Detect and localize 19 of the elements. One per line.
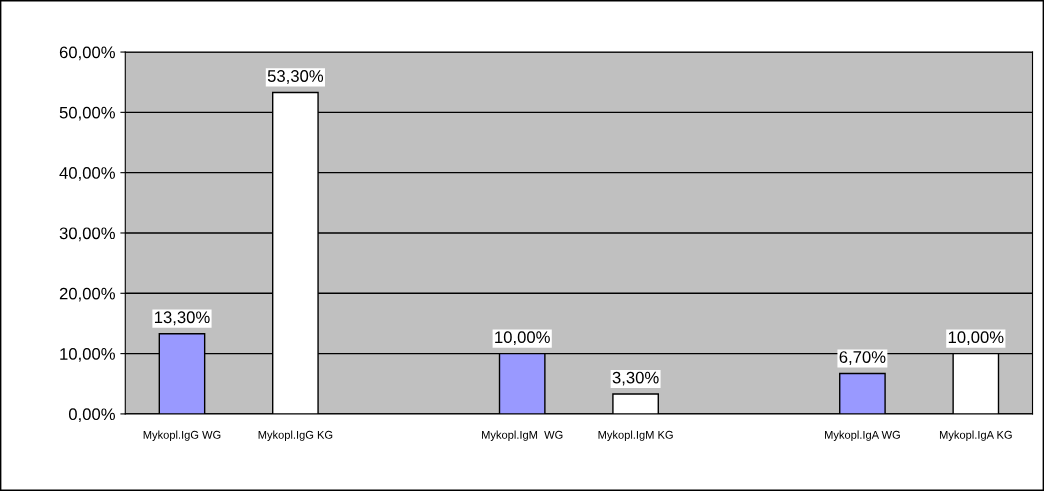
x-tick-label: Mykopl.IgA WG	[825, 430, 900, 441]
data-label: 13,30%	[154, 311, 210, 326]
data-label: 10,00%	[948, 331, 1004, 346]
data-label: 53,30%	[267, 70, 324, 84]
y-tick-label: 30,00%	[59, 227, 115, 242]
x-tick-label: Mykopl.IgA KG	[939, 430, 1012, 441]
x-tick-label: Mykopl.IgM WG	[482, 430, 563, 441]
y-tick-label: 10,00%	[60, 348, 115, 362]
y-tick-label: 40,00%	[59, 167, 115, 181]
y-tick-label: 50,00%	[59, 106, 115, 121]
y-tick-label: 60,00%	[59, 46, 115, 61]
x-tick-label: Mykopl.IgG WG	[143, 430, 221, 441]
y-tick-label: 20,00%	[59, 287, 115, 302]
data-label: 6,70%	[839, 351, 886, 365]
x-tick-label: Mykopl.IgM KG	[598, 430, 673, 441]
x-tick-label: Mykopl.IgG KG	[258, 430, 333, 441]
y-tick-label: 0,00%	[68, 408, 115, 423]
data-label: 10,00%	[495, 331, 550, 346]
data-label: 3,30%	[612, 371, 659, 386]
